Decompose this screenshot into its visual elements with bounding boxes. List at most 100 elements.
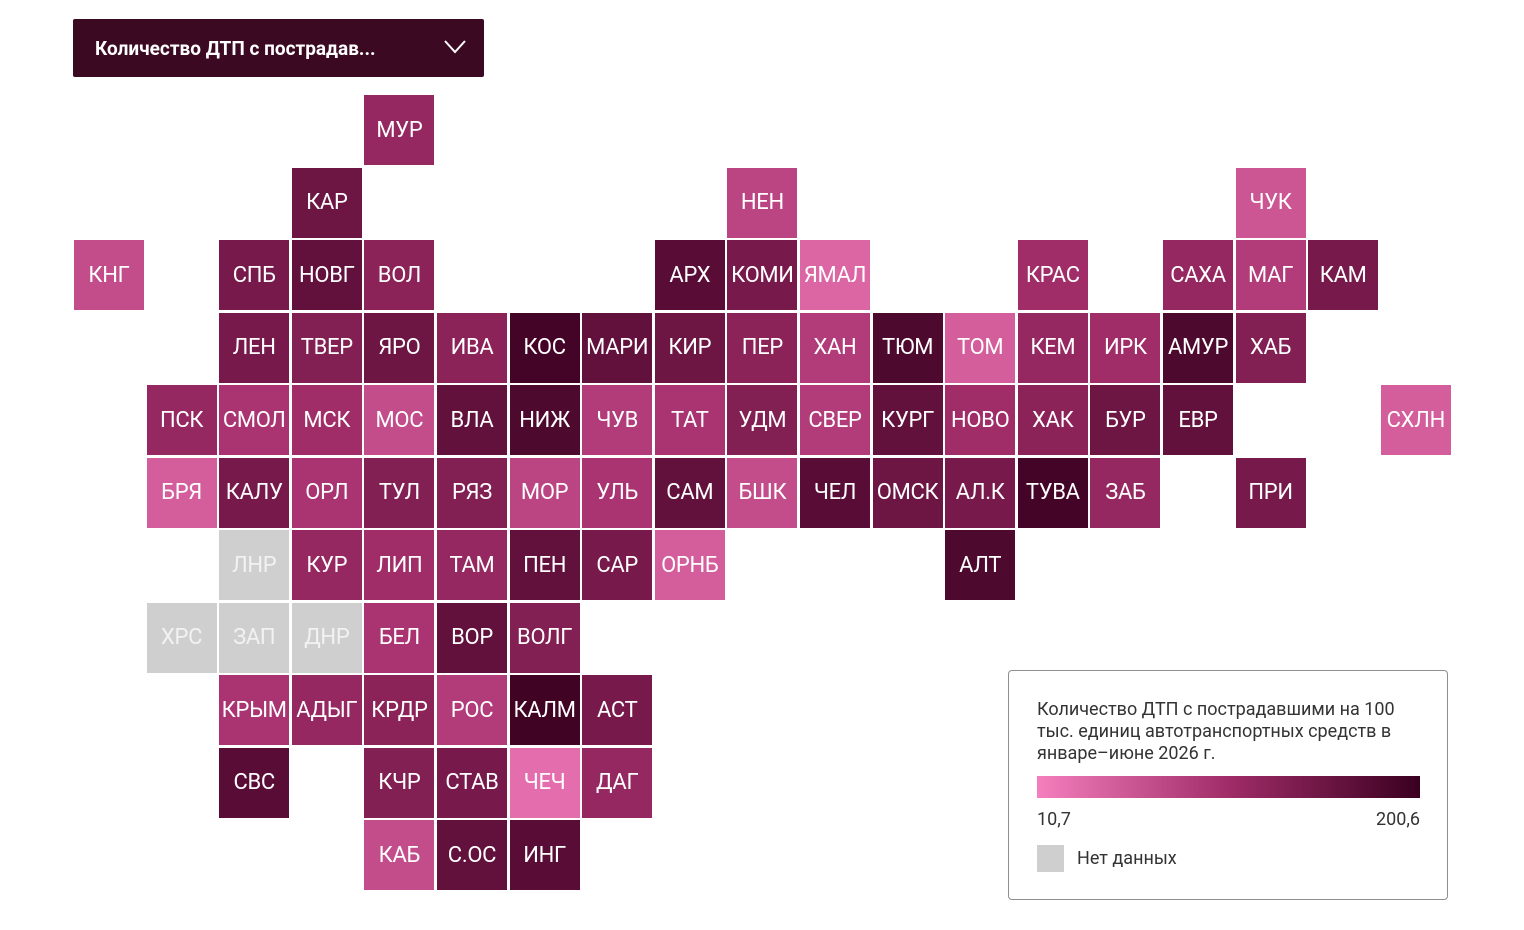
region-tile[interactable]: ЯРО xyxy=(364,312,435,383)
region-tile[interactable]: НЕН xyxy=(727,167,798,238)
region-tile[interactable]: ТУЛ xyxy=(364,457,435,528)
region-tile[interactable]: КЕМ xyxy=(1017,312,1088,383)
region-tile[interactable]: ЗАП xyxy=(219,602,290,673)
region-tile[interactable]: МАРИ xyxy=(582,312,653,383)
region-tile[interactable]: ТОМ xyxy=(945,312,1016,383)
region-tile[interactable]: МСК xyxy=(291,385,362,455)
region-tile[interactable]: ТВЕР xyxy=(291,312,362,383)
region-tile[interactable]: С.ОС xyxy=(437,820,507,890)
region-tile[interactable]: КРДР xyxy=(364,675,435,745)
color-scale xyxy=(1037,776,1420,798)
region-tile[interactable]: КАР xyxy=(291,167,362,238)
region-tile[interactable]: УЛЬ xyxy=(582,457,653,528)
region-tile[interactable]: КОС xyxy=(509,312,580,383)
region-tile[interactable]: ПСК xyxy=(146,385,217,455)
region-tile[interactable]: КИР xyxy=(654,312,725,383)
region-tile[interactable]: БЕЛ xyxy=(364,602,435,673)
region-tile[interactable]: КАБ xyxy=(364,820,435,890)
region-tile[interactable]: БШК xyxy=(727,457,798,528)
region-tile[interactable]: ЧЕЧ xyxy=(509,747,580,818)
region-tile[interactable]: ПЕН xyxy=(509,530,580,600)
region-tile[interactable]: ДНР xyxy=(291,602,362,673)
region-tile[interactable]: КРАС xyxy=(1017,240,1088,310)
region-tile[interactable]: КАЛУ xyxy=(219,457,290,528)
region-tile[interactable]: ВОР xyxy=(437,602,507,673)
region-tile[interactable]: ОРЛ xyxy=(291,457,362,528)
indicator-dropdown[interactable]: Количество ДТП с пострадав... xyxy=(73,19,484,77)
region-tile[interactable]: ТАТ xyxy=(654,385,725,455)
region-tile[interactable]: ВОЛ xyxy=(364,240,435,310)
region-tile[interactable]: НИЖ xyxy=(509,385,580,455)
region-tile[interactable]: ТУВА xyxy=(1017,457,1088,528)
region-tile[interactable]: МАГ xyxy=(1235,240,1306,310)
region-tile[interactable]: АЛ.К xyxy=(945,457,1016,528)
region-tile[interactable]: МУР xyxy=(364,95,435,165)
region-tile[interactable]: БРЯ xyxy=(146,457,217,528)
region-tile[interactable]: ТАМ xyxy=(437,530,507,600)
region-tile[interactable]: АЛТ xyxy=(945,530,1016,600)
region-tile[interactable]: НОВО xyxy=(945,385,1016,455)
region-tile[interactable]: КАЛМ xyxy=(509,675,580,745)
dropdown-label: Количество ДТП с пострадав... xyxy=(95,36,376,60)
region-tile[interactable]: ЛНР xyxy=(219,530,290,600)
region-tile[interactable]: ЯМАЛ xyxy=(800,240,870,310)
region-tile[interactable]: ЧУК xyxy=(1235,167,1306,238)
region-tile[interactable]: УДМ xyxy=(727,385,798,455)
region-tile[interactable]: АСТ xyxy=(582,675,653,745)
region-tile[interactable]: ХАН xyxy=(800,312,870,383)
region-tile[interactable]: СХЛН xyxy=(1380,385,1451,455)
legend-title: Количество ДТП с пострадавшими на 100 ты… xyxy=(1037,699,1395,764)
region-tile[interactable]: АМУР xyxy=(1163,312,1233,383)
legend: Количество ДТП с пострадавшими на 100 ты… xyxy=(1008,670,1448,900)
region-tile[interactable]: КНГ xyxy=(74,240,144,310)
region-tile[interactable]: ХАБ xyxy=(1235,312,1306,383)
region-tile[interactable]: ТЮМ xyxy=(872,312,943,383)
region-tile[interactable]: ИРК xyxy=(1090,312,1161,383)
region-tile[interactable]: ЗАБ xyxy=(1090,457,1161,528)
region-tile[interactable]: МОР xyxy=(509,457,580,528)
region-tile[interactable]: СПБ xyxy=(219,240,290,310)
region-tile[interactable]: ЛИП xyxy=(364,530,435,600)
region-tile[interactable]: ПРИ xyxy=(1235,457,1306,528)
region-tile[interactable]: СВЕР xyxy=(800,385,870,455)
region-tile[interactable]: ХАК xyxy=(1017,385,1088,455)
region-tile[interactable]: СВС xyxy=(219,747,290,818)
region-tile[interactable]: ВЛА xyxy=(437,385,507,455)
region-tile[interactable]: ПЕР xyxy=(727,312,798,383)
region-tile[interactable]: САМ xyxy=(654,457,725,528)
region-tile[interactable]: ДАГ xyxy=(582,747,653,818)
region-tile[interactable]: КАМ xyxy=(1308,240,1379,310)
scale-min-label: 10,7 xyxy=(1037,809,1071,830)
region-tile[interactable]: ХРС xyxy=(146,602,217,673)
chevron xyxy=(444,40,466,54)
region-tile[interactable]: КОМИ xyxy=(727,240,798,310)
region-tile[interactable]: РОС xyxy=(437,675,507,745)
region-tile[interactable]: НОВГ xyxy=(291,240,362,310)
region-tile[interactable]: КРЫМ xyxy=(219,675,290,745)
region-tile[interactable]: АДЫГ xyxy=(291,675,362,745)
region-tile[interactable]: ВОЛГ xyxy=(509,602,580,673)
region-tile[interactable]: МОС xyxy=(364,385,435,455)
region-tile[interactable]: ОРНБ xyxy=(654,530,725,600)
region-tile[interactable]: СМОЛ xyxy=(219,385,290,455)
region-tile[interactable]: ЧЕЛ xyxy=(800,457,870,528)
region-tile[interactable]: ОМСК xyxy=(872,457,943,528)
region-tile[interactable]: САР xyxy=(582,530,653,600)
region-tile[interactable]: ИНГ xyxy=(509,820,580,890)
region-tile[interactable]: ЕВР xyxy=(1163,385,1233,455)
region-tile[interactable]: БУР xyxy=(1090,385,1161,455)
region-tile[interactable]: САХА xyxy=(1163,240,1233,310)
region-tile[interactable]: СТАВ xyxy=(437,747,507,818)
no-data-label: Нет данных xyxy=(1077,848,1177,869)
region-tile[interactable]: АРХ xyxy=(654,240,725,310)
region-tile[interactable]: РЯЗ xyxy=(437,457,507,528)
region-tile[interactable]: КЧР xyxy=(364,747,435,818)
region-tile[interactable]: ИВА xyxy=(437,312,507,383)
region-tile[interactable]: КУР xyxy=(291,530,362,600)
region-tile[interactable]: ЛЕН xyxy=(219,312,290,383)
region-tile[interactable]: КУРГ xyxy=(872,385,943,455)
region-tile[interactable]: ЧУВ xyxy=(582,385,653,455)
